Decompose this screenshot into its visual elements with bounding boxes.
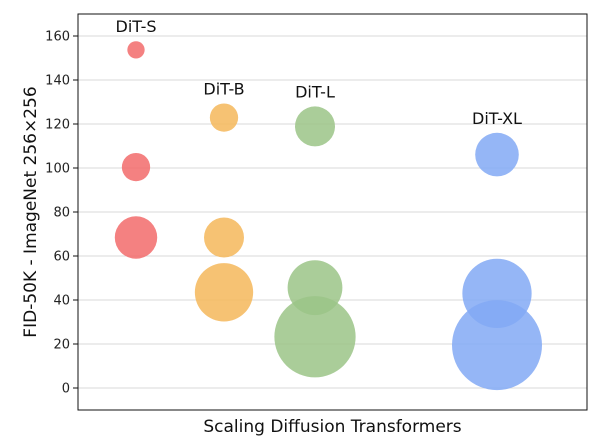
y-tick-label-100: 100 [45, 162, 70, 177]
dit-b-label: DiT-B [203, 79, 244, 98]
y-ticks: 0 20 40 60 80 100 120 140 160 [45, 30, 78, 397]
y-tick-label-120: 120 [45, 118, 70, 133]
y-tick-label-60: 60 [53, 250, 70, 265]
dit-xl-bubble-1 [475, 132, 519, 177]
dit-b-bubble-2 [204, 217, 244, 258]
y-tick-label-140: 140 [45, 74, 70, 89]
y-tick-label-80: 80 [53, 206, 70, 221]
dit-s-bubble-3 [114, 216, 158, 259]
x-axis-title: Scaling Diffusion Transformers [203, 417, 461, 437]
y-tick-label-160: 160 [45, 30, 70, 45]
dit-xl-label: DiT-XL [472, 109, 522, 128]
dit-b-bubble-1 [209, 103, 239, 132]
gridlines [78, 35, 587, 389]
model-labels: DiT-S DiT-B DiT-L DiT-XL [116, 17, 523, 128]
dit-b-bubble-3 [194, 263, 254, 322]
y-tick-label-0: 0 [62, 382, 70, 397]
dit-l-label: DiT-L [295, 82, 335, 101]
bubbles [114, 41, 542, 391]
dit-s-bubble-1 [127, 41, 145, 59]
dit-l-bubble-1 [295, 106, 335, 147]
dit-s-bubble-2 [121, 152, 151, 182]
dit-s-label: DiT-S [116, 17, 157, 36]
y-axis-title: FID-50K - ImageNet 256×256 [21, 86, 41, 337]
y-tick-label-40: 40 [53, 294, 70, 309]
dit-xl-bubble-3 [452, 300, 542, 391]
y-tick-label-20: 20 [53, 338, 70, 353]
dit-l-bubble-3 [274, 296, 356, 378]
